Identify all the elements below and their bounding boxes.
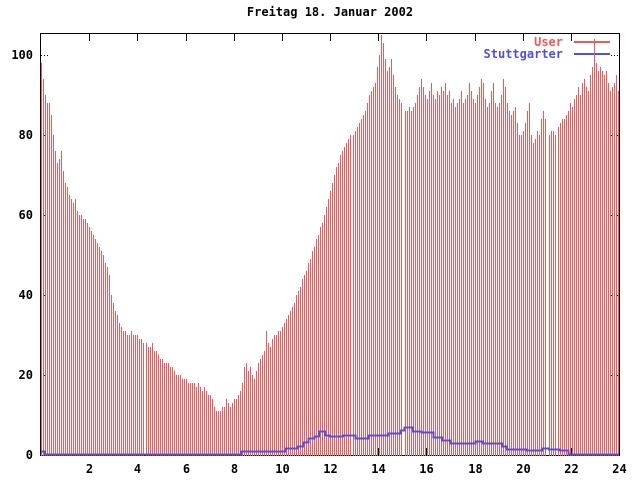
x-axis-tick-label: 10 (275, 462, 289, 476)
x-axis-tick-label: 6 (183, 462, 190, 476)
y-axis-tick-label: 20 (19, 368, 33, 382)
y-axis-tick-label: 40 (19, 288, 33, 302)
legend-label-stuttgarter: Stuttgarter (483, 47, 563, 61)
x-axis-tick-label: 16 (419, 462, 433, 476)
x-axis-tick-label: 14 (371, 462, 385, 476)
x-axis-tick-label: 4 (134, 462, 141, 476)
x-axis-tick-label: 8 (231, 462, 238, 476)
x-axis-tick-label: 20 (516, 462, 530, 476)
x-axis-tick-label: 24 (612, 462, 626, 476)
legend-line-sample-stuttgarter (574, 53, 610, 55)
y-axis-tick-label: 60 (19, 208, 33, 222)
x-axis-tick-label: 22 (564, 462, 578, 476)
chart-title: Freitag 18. Januar 2002 (246, 5, 414, 19)
y-axis-tick-label: 80 (19, 128, 33, 142)
x-axis-tick-label: 12 (323, 462, 337, 476)
y-axis-tick-label: 100 (11, 48, 33, 62)
stuttgarter-line (41, 426, 619, 456)
x-axis-tick-label: 18 (468, 462, 482, 476)
y-axis-tick-label: 0 (26, 448, 33, 462)
legend-line-sample-user (574, 41, 610, 43)
x-axis-tick-label: 2 (86, 462, 93, 476)
legend-label-user: User (534, 35, 563, 49)
